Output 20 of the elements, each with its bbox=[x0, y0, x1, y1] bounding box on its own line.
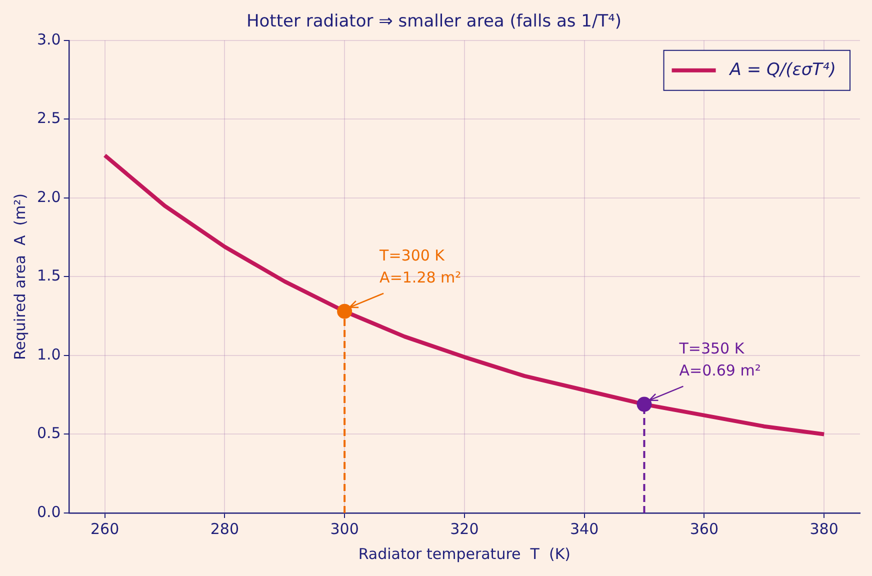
legend-label: A = Q/(εσT⁴) bbox=[728, 60, 836, 80]
y-tick-label: 0.5 bbox=[36, 424, 61, 442]
y-tick-label: 1.5 bbox=[36, 266, 61, 285]
y-tick-label: 3.0 bbox=[36, 30, 61, 48]
x-tick-label: 300 bbox=[330, 520, 359, 538]
y-axis-title: Required area A (m²) bbox=[10, 193, 29, 360]
annotation: T=300 K A=1.28 m² bbox=[378, 246, 462, 287]
annotation: T=350 K A=0.69 m² bbox=[678, 340, 761, 380]
chart-title: Hotter radiator ⇒ smaller area (falls as 1/T⁴) bbox=[246, 12, 622, 32]
y-tick-label: 2.0 bbox=[36, 188, 61, 206]
x-tick-label: 380 bbox=[810, 520, 838, 538]
x-tick-label: 340 bbox=[570, 520, 599, 538]
x-tick-label: 280 bbox=[210, 520, 240, 538]
y-tick-label: 1.0 bbox=[36, 345, 61, 364]
x-tick-label: 360 bbox=[690, 520, 718, 538]
x-tick-label: 260 bbox=[90, 520, 120, 538]
x-tick-label: 320 bbox=[450, 520, 479, 538]
y-tick-label: 0.0 bbox=[36, 502, 61, 521]
x-axis-title: Radiator temperature T (K) bbox=[358, 544, 571, 563]
y-tick-label: 2.5 bbox=[36, 109, 61, 128]
